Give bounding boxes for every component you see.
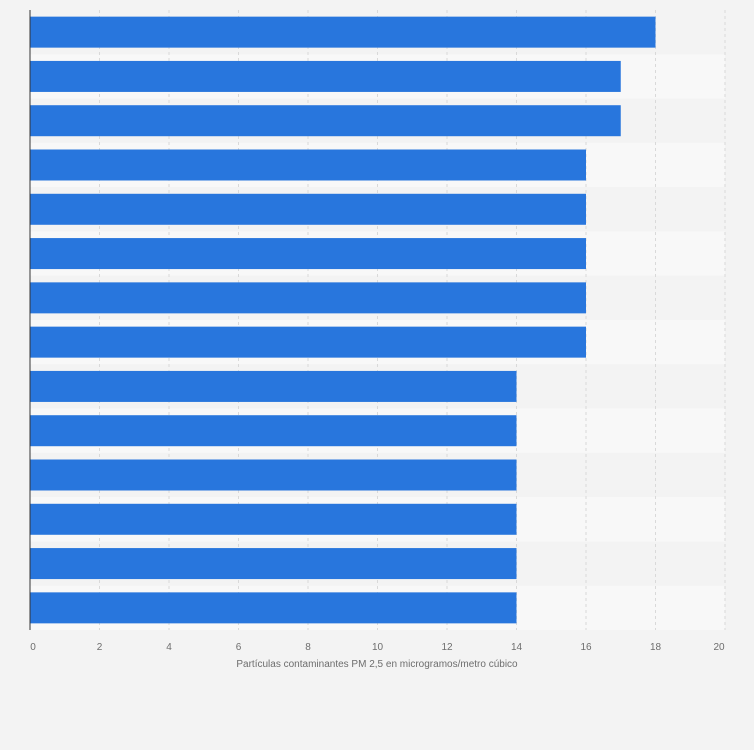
x-tick-label: 14 [511, 642, 523, 653]
x-tick-label: 10 [372, 642, 384, 653]
x-tick-label: 16 [580, 642, 592, 653]
x-tick-labels: 0 2 4 6 8 10 12 14 16 18 20 [30, 642, 725, 653]
x-axis-title: Partículas contaminantes PM 2,5 en micro… [236, 659, 518, 670]
bar[interactable] [30, 282, 586, 314]
x-tick-label: 4 [166, 642, 172, 653]
bar[interactable] [30, 238, 586, 270]
bars [30, 16, 656, 624]
bar[interactable] [30, 548, 517, 580]
bar[interactable] [30, 592, 517, 624]
bar[interactable] [30, 149, 586, 181]
x-tick-label: 6 [236, 642, 242, 653]
x-tick-label: 0 [30, 642, 36, 653]
x-tick-label: 20 [713, 642, 725, 653]
bar[interactable] [30, 503, 517, 535]
x-tick-label: 8 [305, 642, 311, 653]
bar[interactable] [30, 326, 586, 358]
bar[interactable] [30, 370, 517, 402]
bar[interactable] [30, 60, 621, 92]
x-tick-label: 18 [650, 642, 662, 653]
x-tick-label: 12 [441, 642, 453, 653]
bar[interactable] [30, 415, 517, 447]
x-tick-label: 2 [97, 642, 103, 653]
bar[interactable] [30, 16, 656, 48]
bar[interactable] [30, 193, 586, 225]
bar[interactable] [30, 459, 517, 491]
bar[interactable] [30, 105, 621, 137]
